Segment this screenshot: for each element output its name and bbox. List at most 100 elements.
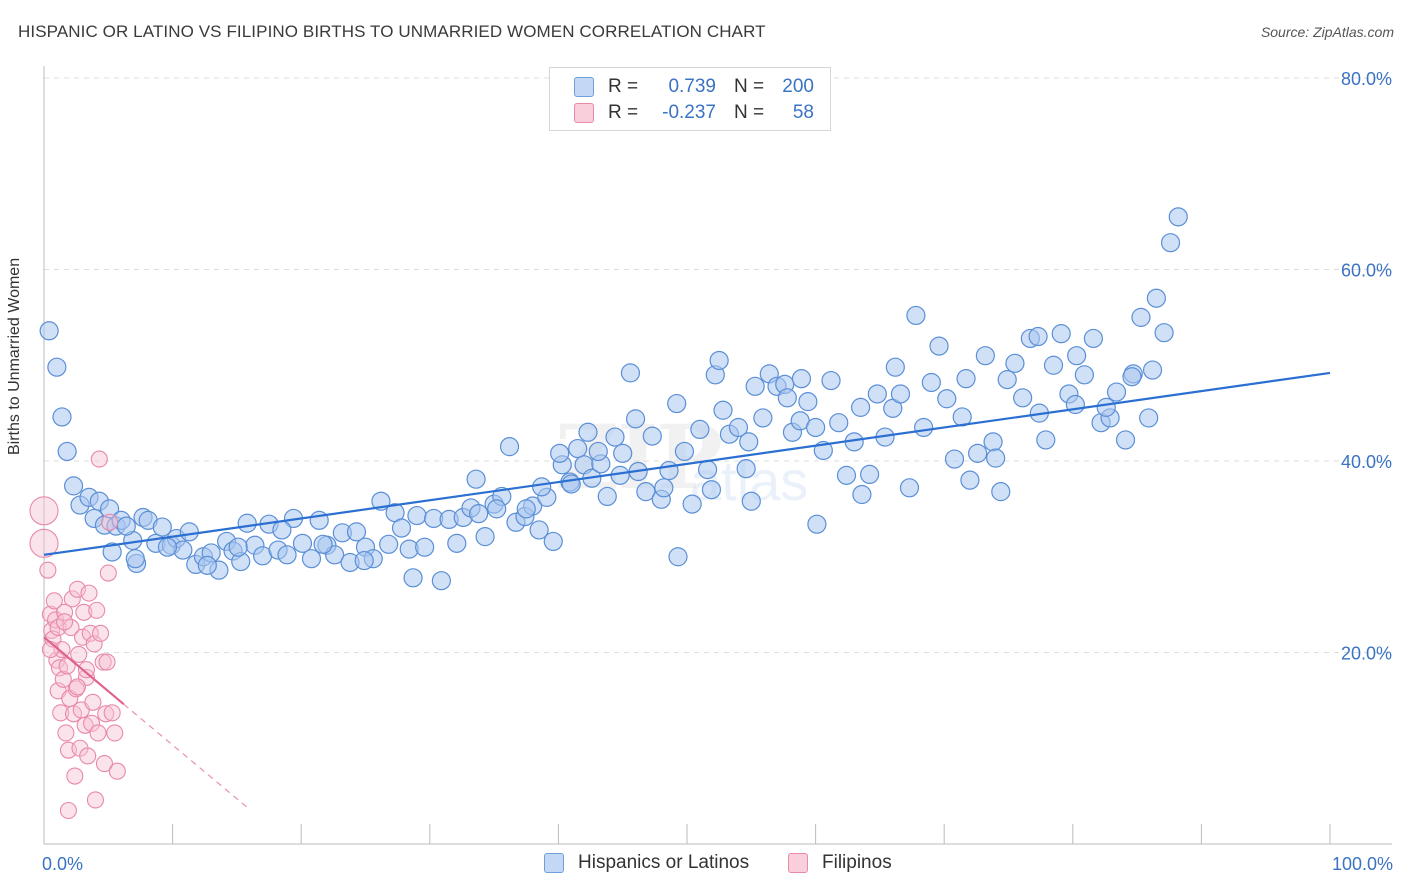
trend-line-hispanics <box>43 371 1331 556</box>
legend-r-label: R = <box>608 76 639 97</box>
data-point-hispanics <box>829 413 849 433</box>
data-point-filipinos <box>86 791 104 809</box>
data-point-hispanics <box>860 464 880 485</box>
data-point-filipinos <box>80 584 98 602</box>
data-point-hispanics <box>668 547 688 567</box>
data-point-hispanics <box>237 513 257 533</box>
data-point-hispanics <box>39 321 59 341</box>
data-point-filipinos <box>89 724 107 742</box>
data-point-hispanics <box>1122 367 1142 387</box>
y-tick-label: 80.0% <box>1341 69 1392 89</box>
data-point-hispanics <box>885 357 905 377</box>
correlation-legend: R = 0.739 N = 200 R = -0.237 N = 58 <box>549 67 831 131</box>
x-tick-label-min: 0.0% <box>42 854 83 874</box>
series-hispanics-points <box>39 207 1188 591</box>
data-point-hispanics <box>654 478 674 498</box>
data-point-hispanics <box>1043 355 1064 375</box>
data-point-hispanics <box>568 438 588 459</box>
data-point-filipinos <box>62 619 80 637</box>
data-point-hispanics <box>836 465 857 485</box>
data-point-hispanics <box>1154 323 1174 343</box>
data-point-hispanics <box>690 419 710 440</box>
data-point-hispanics <box>63 476 84 496</box>
x-tick-label-max: 100.0% <box>1332 854 1393 874</box>
data-point-hispanics <box>561 474 581 494</box>
data-point-hispanics <box>313 534 333 554</box>
data-point-hispanics <box>597 486 617 507</box>
data-point-filipinos <box>83 714 101 732</box>
data-point-filipinos <box>108 762 126 780</box>
data-point-hispanics <box>1142 360 1163 380</box>
data-point-hispanics <box>899 478 920 498</box>
data-point-filipinos <box>101 513 119 531</box>
data-point-hispanics <box>102 542 122 562</box>
data-point-filipinos <box>79 747 97 765</box>
legend-r-label: R = <box>608 102 639 123</box>
data-point-filipinos <box>56 613 74 631</box>
data-point-hispanics <box>851 397 871 417</box>
data-point-hispanics <box>610 465 630 485</box>
data-point-hispanics <box>272 520 292 540</box>
data-point-hispanics <box>960 470 980 490</box>
legend-item-hispanics[interactable]: Hispanics or Latinos <box>544 852 749 874</box>
data-point-hispanics <box>937 389 957 409</box>
data-point-filipinos <box>29 496 59 526</box>
data-point-hispanics <box>487 499 507 519</box>
data-point-hispanics <box>739 432 759 452</box>
data-point-filipinos <box>90 450 108 468</box>
data-point-hispanics <box>475 527 495 547</box>
data-point-hispanics <box>1106 382 1127 402</box>
data-point-hispanics <box>301 549 322 569</box>
trend-lines <box>43 371 1331 810</box>
data-point-hispanics <box>921 372 941 393</box>
data-point-filipinos <box>41 641 59 659</box>
data-point-hispanics <box>431 571 451 591</box>
data-point-hispanics <box>613 443 633 463</box>
data-point-hispanics <box>1067 346 1087 366</box>
data-point-hispanics <box>277 545 297 565</box>
data-point-filipinos <box>95 755 113 773</box>
legend-item-filipinos[interactable]: Filipinos <box>788 852 892 874</box>
data-point-filipinos <box>84 693 102 711</box>
data-point-hispanics <box>1139 408 1159 428</box>
data-point-hispanics <box>986 448 1006 468</box>
data-point-hispanics <box>407 505 427 526</box>
data-point-filipinos <box>77 661 95 679</box>
data-point-hispanics <box>659 460 679 481</box>
data-point-hispanics <box>52 407 72 427</box>
data-point-hispanics <box>642 426 662 446</box>
chart-title: HISPANIC OR LATINO VS FILIPINO BIRTHS TO… <box>18 22 766 41</box>
data-point-hispanics <box>116 516 136 536</box>
data-point-filipinos <box>57 724 75 742</box>
data-point-hispanics <box>798 392 818 412</box>
data-point-hispanics <box>543 531 563 552</box>
data-point-hispanics <box>625 409 646 429</box>
data-point-hispanics <box>1013 388 1033 408</box>
data-point-hispanics <box>125 549 145 569</box>
data-point-hispanics <box>47 357 67 377</box>
data-point-hispanics <box>956 369 976 389</box>
data-point-hispanics <box>929 336 949 356</box>
data-point-hispanics <box>1160 233 1181 253</box>
data-point-hispanics <box>997 370 1017 390</box>
data-point-hispanics <box>1146 288 1166 308</box>
data-point-filipinos <box>76 716 94 734</box>
y-axis-label: Births to Unmarried Women <box>6 257 23 455</box>
data-point-hispanics <box>578 422 598 442</box>
data-point-filipinos <box>103 704 121 722</box>
data-point-hispanics <box>391 518 412 538</box>
axes <box>43 66 1392 845</box>
data-point-filipinos <box>56 603 74 621</box>
data-point-hispanics <box>466 469 486 489</box>
data-point-hispanics <box>529 520 549 540</box>
data-point-filipinos <box>70 645 88 663</box>
legend-r-value: -0.237 <box>662 102 716 123</box>
data-point-hispanics <box>741 491 761 511</box>
data-point-hispanics <box>728 417 749 438</box>
series-legend: Hispanics or Latinos Filipinos <box>0 852 1406 878</box>
data-point-filipinos <box>106 724 124 742</box>
data-point-hispanics <box>852 484 872 505</box>
data-point-filipinos <box>81 624 99 642</box>
data-point-hispanics <box>403 568 423 588</box>
